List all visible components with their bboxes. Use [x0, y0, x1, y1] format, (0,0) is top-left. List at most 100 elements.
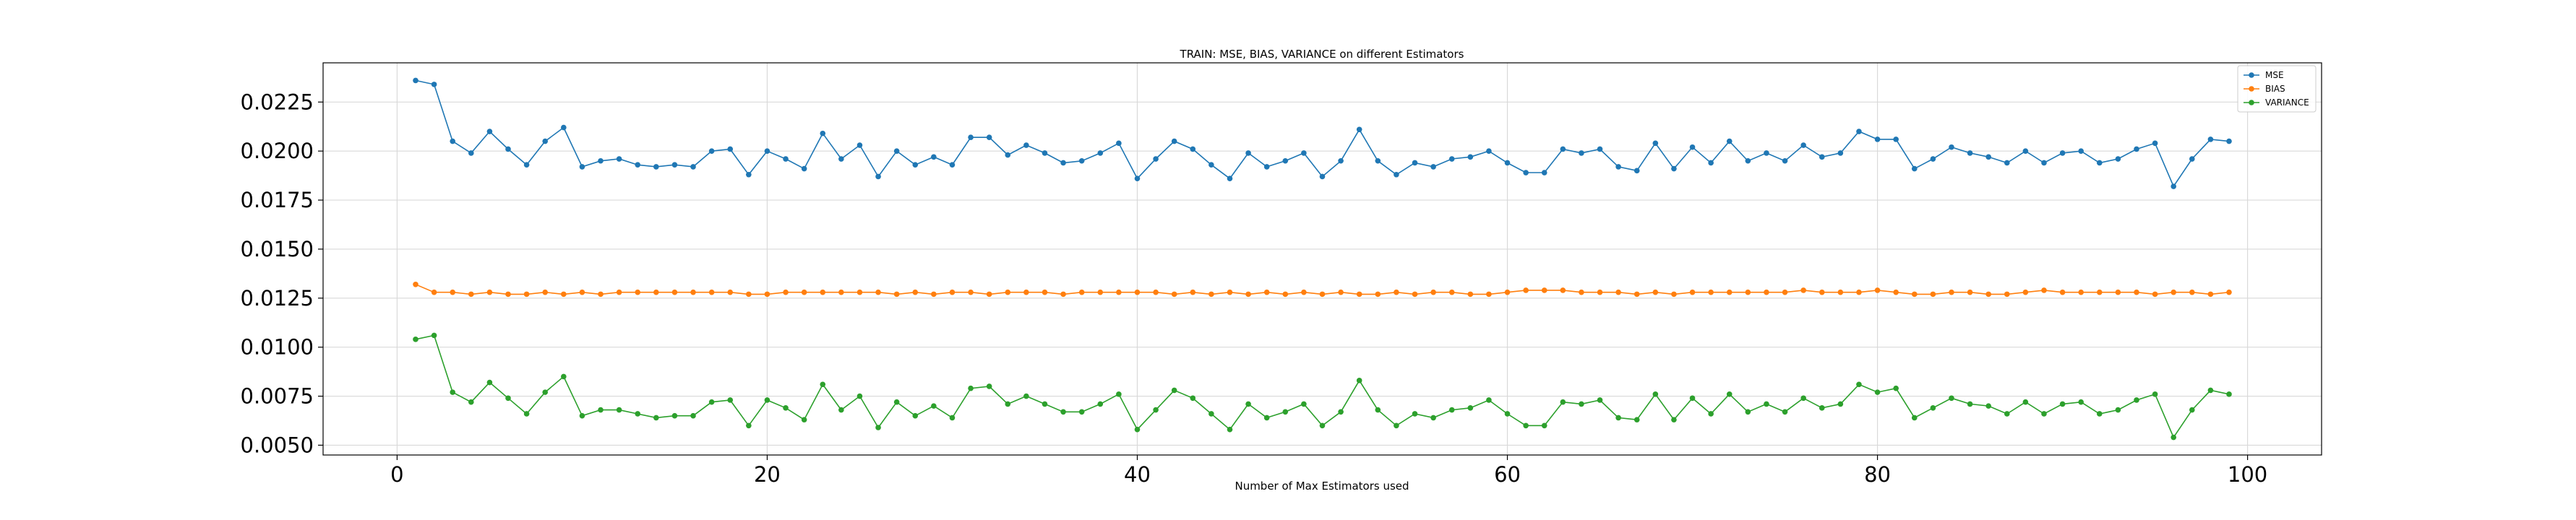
y-tick-label: 0.0225 [241, 90, 314, 114]
variance-data-point [690, 412, 696, 419]
bias-data-point [1116, 289, 1122, 295]
mse-data-point [1116, 140, 1122, 147]
bias-data-point [1134, 289, 1141, 295]
bias-data-point [1263, 289, 1270, 295]
bias-data-point [1486, 291, 1492, 298]
bias-data-point [1375, 291, 1381, 298]
bias-data-point [468, 291, 474, 298]
variance-data-point [635, 411, 641, 417]
y-tick-label: 0.0150 [241, 237, 314, 261]
variance-data-point [2207, 387, 2214, 394]
mse-data-point [1208, 162, 1214, 168]
mse-data-point [598, 157, 604, 164]
bias-data-point [413, 281, 418, 287]
mse-data-point [893, 148, 900, 154]
variance-data-point [986, 384, 992, 389]
mse-data-point [1412, 160, 1418, 166]
bias-data-point [1227, 289, 1233, 295]
bias-data-point [1245, 291, 1251, 298]
mse-data-point [1874, 136, 1881, 142]
variance-data-point [450, 389, 456, 395]
variance-data-point [1985, 403, 1991, 409]
mse-data-point [579, 164, 585, 170]
mse-data-point [1301, 150, 1307, 156]
bias-data-point [1967, 289, 1973, 295]
bias-data-point [1856, 289, 1862, 295]
bias-legend-label: BIAS [2265, 84, 2285, 94]
mse-data-point [1504, 160, 1511, 166]
variance-data-point [1190, 395, 1196, 402]
mse-data-point [1652, 140, 1659, 147]
bias-data-point [1282, 291, 1289, 298]
mse-data-point [1671, 165, 1677, 172]
variance-data-point [1430, 415, 1436, 421]
bias-data-point [1671, 291, 1677, 298]
mse-data-point [2059, 150, 2066, 156]
bias-data-point [838, 289, 844, 295]
variance-data-point [1800, 395, 1806, 402]
variance-data-point [1171, 387, 1177, 394]
bias-data-point [968, 289, 974, 295]
variance-data-point [838, 407, 844, 413]
bias-data-point [1819, 289, 1825, 295]
bias-data-point [1504, 289, 1511, 295]
variance-data-point [1263, 415, 1270, 421]
variance-data-point [579, 412, 585, 419]
variance-data-point [671, 412, 678, 419]
mse-data-point [856, 142, 863, 148]
bias-data-point [2059, 289, 2066, 295]
bias-data-point [1708, 289, 1714, 295]
legend-box [2237, 65, 2317, 113]
grid-lines [323, 63, 2322, 455]
mse-data-point [708, 148, 715, 154]
mse-data-point [690, 164, 696, 170]
variance-data-point [2115, 407, 2121, 413]
variance-data-point [1579, 401, 1584, 407]
mse-data-point [1856, 129, 1862, 134]
mse-data-point [2134, 146, 2139, 152]
plot-area-frame [322, 62, 2322, 456]
variance-data-point [708, 399, 715, 405]
legend: MSE BIAS VARIANCE [2237, 65, 2317, 113]
variance-data-point [1560, 399, 1566, 405]
mse-data-point [1689, 144, 1696, 150]
mse-data-point [1560, 146, 1566, 152]
bias-data-point [820, 289, 826, 295]
mse-data-point [1448, 156, 1455, 162]
variance-data-point [542, 389, 549, 395]
variance-data-point [1208, 411, 1214, 417]
y-tick-label: 0.0075 [241, 384, 314, 409]
bias-data-point [505, 291, 511, 298]
bias-data-point [1060, 291, 1066, 298]
variance-data-point [523, 411, 530, 417]
variance-data-point [1486, 397, 1492, 403]
bias-data-point [2171, 289, 2176, 295]
variance-data-point [764, 397, 770, 403]
variance-data-point [1726, 391, 1733, 397]
x-tick-label: 40 [1124, 462, 1151, 487]
variance-data-point [1764, 401, 1769, 407]
variance-data-point [1394, 422, 1399, 429]
y-tick-label: 0.0200 [241, 139, 314, 163]
mse-data-point [2096, 160, 2103, 166]
mse-data-point [1967, 150, 1973, 156]
mse-data-point [413, 77, 418, 84]
axis-ticks: 0 20 40 60 80 100 0.0050 0.0075 0.0100 0.0125 0.01… [241, 90, 2268, 487]
variance-data-point [1412, 411, 1418, 417]
mse-data-point [561, 124, 567, 131]
mse-data-point [1800, 142, 1806, 148]
variance-data-point [783, 405, 789, 411]
bias-data-point [912, 289, 919, 295]
mse-data-point [1394, 171, 1399, 178]
bias-data-point [635, 289, 641, 295]
bias-data-point [949, 289, 956, 295]
bias-data-point [1652, 289, 1659, 295]
mse-data-point [820, 130, 826, 136]
mse-data-point [653, 164, 659, 170]
variance-legend-marker [2249, 100, 2254, 105]
x-tick-label: 60 [1494, 462, 1521, 487]
bias-data-point [450, 289, 456, 295]
mse-data-point [1633, 168, 1640, 174]
mse-data-point [1190, 146, 1196, 152]
mse-data-point [1319, 173, 1326, 180]
